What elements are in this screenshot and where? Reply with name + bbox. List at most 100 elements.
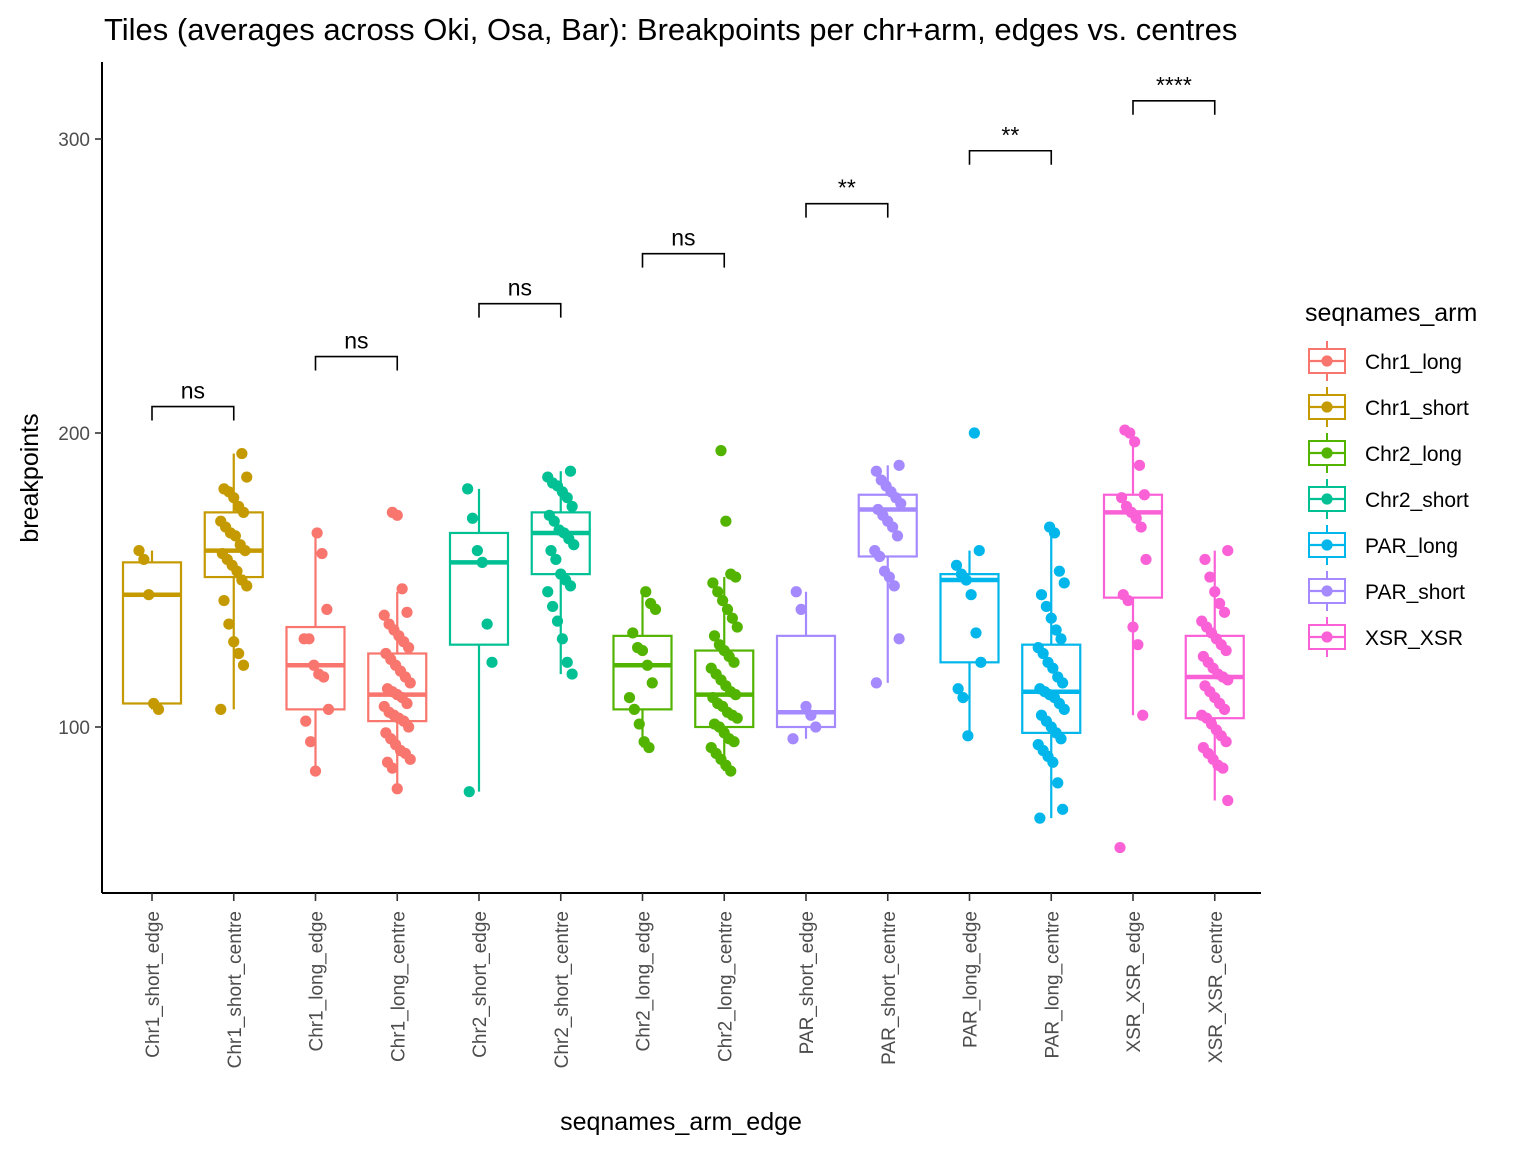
- legend-item-Chr2_short: Chr2_short: [1308, 479, 1469, 519]
- data-point: [1222, 674, 1234, 686]
- x-tick-label: Chr2_long_edge: [634, 911, 655, 1052]
- data-point: [1057, 803, 1069, 815]
- legend-key-point: [1321, 401, 1333, 413]
- x-tick-label: Chr2_short_edge: [470, 911, 491, 1058]
- data-point: [223, 618, 235, 630]
- data-point: [241, 580, 253, 592]
- data-point: [1045, 612, 1057, 624]
- data-point: [720, 515, 732, 527]
- data-point: [391, 783, 403, 795]
- data-point: [237, 506, 250, 518]
- data-point: [318, 671, 330, 683]
- data-point: [322, 703, 335, 715]
- data-point: [1052, 777, 1064, 789]
- data-point: [551, 615, 564, 627]
- data-point: [893, 459, 905, 471]
- data-point: [1135, 521, 1147, 533]
- x-axis-title: seqnames_arm_edge: [560, 1108, 802, 1136]
- data-point: [1055, 633, 1067, 645]
- data-point: [1129, 436, 1141, 448]
- data-point: [726, 612, 738, 624]
- data-point: [138, 553, 150, 566]
- legend-key-point: [1321, 493, 1333, 505]
- legend-item-PAR_short: PAR_short: [1308, 571, 1465, 611]
- data-point: [627, 627, 639, 639]
- data-point: [566, 500, 578, 513]
- bracket-Chr1_short_edge: ns: [151, 378, 235, 421]
- data-point: [960, 574, 972, 586]
- data-point: [545, 545, 557, 557]
- legend-entries: Chr1_long Chr1_short Chr2_long Chr2_short PA…: [1308, 341, 1469, 657]
- legend-key-point: [1321, 355, 1333, 367]
- legend-item-XSR_XSR: XSR_XSR: [1308, 617, 1463, 657]
- chart-title: Tiles (averages across Oki, Osa, Bar): B…: [104, 12, 1237, 47]
- data-point: [215, 703, 227, 715]
- data-point: [883, 571, 895, 583]
- legend-label: XSR_XSR: [1365, 627, 1463, 650]
- data-point: [321, 603, 333, 616]
- x-tick-label: Chr2_long_centre: [715, 911, 736, 1062]
- bracket-PAR_long_edge: **: [968, 122, 1053, 165]
- significance-label: **: [1001, 122, 1019, 148]
- box-iqr: [939, 573, 1000, 664]
- data-point: [1209, 586, 1221, 598]
- x-tick-label: PAR_short_edge: [797, 911, 818, 1054]
- data-point: [1217, 762, 1229, 774]
- data-point: [1053, 565, 1065, 577]
- significance-label: ns: [508, 275, 532, 301]
- bracket-XSR_XSR_edge: ****: [1132, 72, 1216, 115]
- points-layer: [133, 424, 1234, 854]
- box-iqr: [530, 511, 591, 576]
- boxes-layer: [121, 430, 1245, 819]
- bracket-Chr1_long_edge: ns: [314, 328, 399, 371]
- data-point: [404, 753, 416, 765]
- data-point: [401, 606, 413, 618]
- data-point: [1122, 594, 1134, 607]
- data-point: [303, 633, 315, 645]
- data-point: [725, 765, 737, 777]
- bracket-line: [805, 202, 889, 218]
- data-point: [1132, 639, 1144, 651]
- data-point: [386, 762, 398, 774]
- data-point: [396, 583, 408, 595]
- x-tick-label: PAR_short_centre: [879, 911, 900, 1065]
- data-point: [636, 644, 649, 657]
- data-point: [311, 527, 323, 539]
- significance-label: **: [838, 175, 856, 201]
- data-point: [305, 736, 317, 748]
- y-ticks: 100 200 300: [58, 130, 102, 739]
- data-point: [476, 556, 488, 568]
- data-point: [463, 786, 475, 798]
- data-point: [237, 659, 250, 671]
- data-point: [228, 636, 240, 648]
- box-iqr: [612, 634, 673, 711]
- data-point: [717, 594, 729, 607]
- data-point: [623, 692, 636, 704]
- x-tick-label: Chr2_short_centre: [552, 911, 573, 1068]
- data-point: [133, 545, 145, 557]
- legend-key-point: [1321, 447, 1333, 459]
- data-point: [1035, 589, 1048, 601]
- x-tick-label: PAR_long_edge: [961, 911, 982, 1048]
- data-point: [640, 586, 652, 598]
- data-point: [556, 633, 568, 645]
- data-point: [970, 627, 982, 639]
- data-point: [1057, 677, 1069, 689]
- data-point: [1137, 709, 1149, 721]
- data-point: [1222, 794, 1234, 807]
- data-point: [707, 577, 719, 589]
- data-point: [1058, 703, 1070, 715]
- legend-key-point: [1321, 539, 1333, 551]
- data-point: [1050, 624, 1062, 636]
- data-point: [646, 677, 658, 689]
- data-point: [870, 465, 882, 477]
- data-point: [795, 603, 807, 616]
- x-tick-label: PAR_long_centre: [1042, 911, 1063, 1059]
- data-point: [566, 668, 578, 680]
- bracket-Chr2_short_edge: ns: [478, 275, 562, 318]
- data-point: [895, 497, 907, 510]
- data-point: [952, 683, 964, 695]
- data-point: [1204, 571, 1216, 583]
- data-point: [1214, 597, 1226, 610]
- data-point: [550, 553, 562, 566]
